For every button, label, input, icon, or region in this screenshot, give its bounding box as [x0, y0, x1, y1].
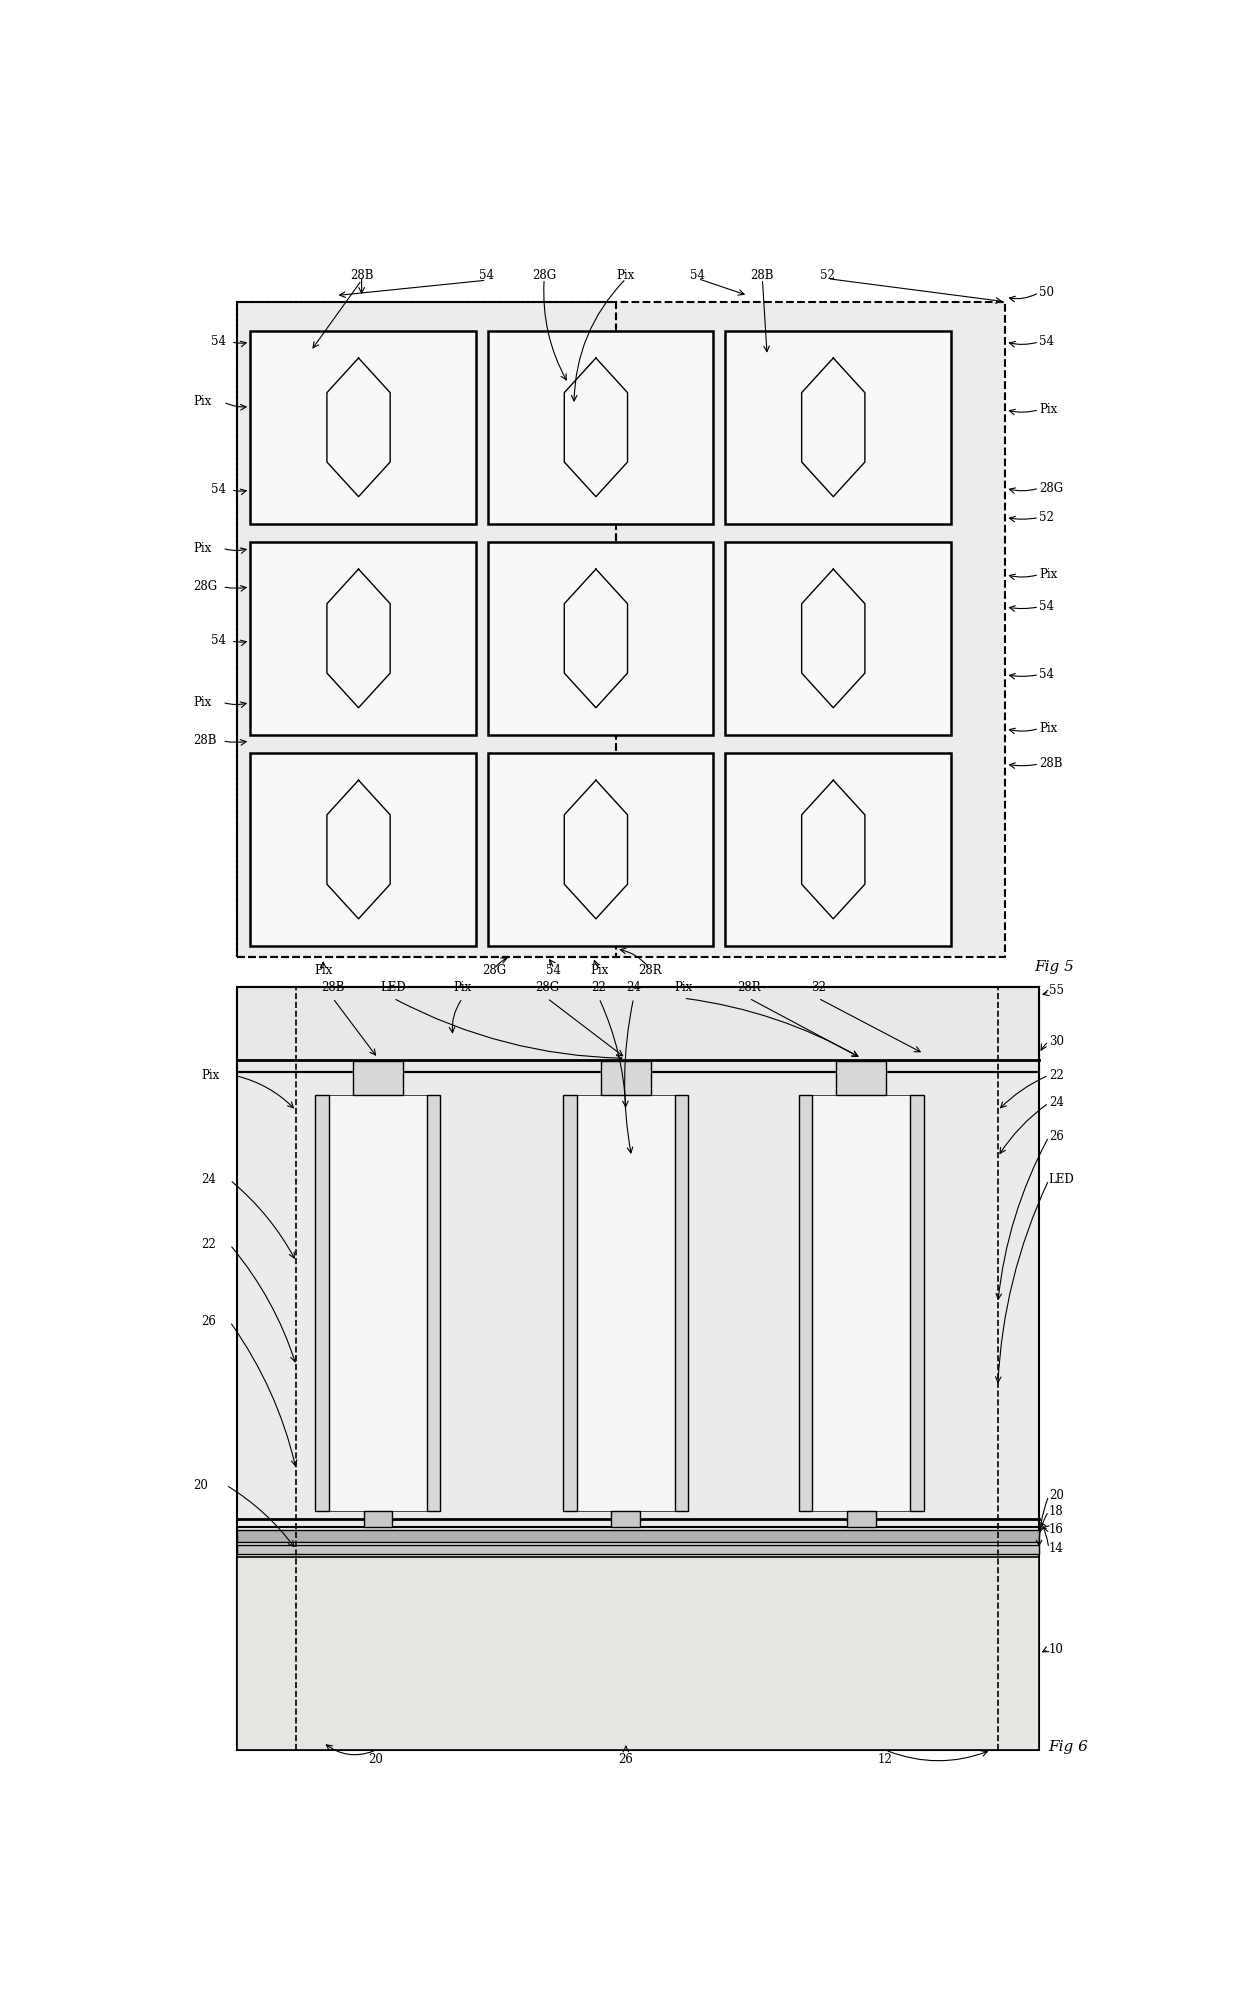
Bar — [725, 752, 951, 946]
Bar — [725, 330, 951, 524]
Text: LED: LED — [1049, 1173, 1075, 1187]
Text: 28R: 28R — [639, 964, 662, 976]
Bar — [725, 542, 951, 734]
Text: Pix: Pix — [201, 1069, 219, 1083]
Text: 54: 54 — [1039, 668, 1054, 680]
Text: 54: 54 — [211, 482, 226, 496]
Text: 55: 55 — [1049, 984, 1064, 996]
Bar — [601, 1061, 651, 1095]
Text: 10: 10 — [1049, 1643, 1064, 1657]
Text: 28G: 28G — [193, 580, 217, 592]
Text: Pix: Pix — [1039, 568, 1058, 580]
Bar — [315, 1095, 329, 1511]
Text: Pix: Pix — [616, 268, 635, 282]
Text: 50: 50 — [1039, 286, 1054, 298]
Text: 54: 54 — [1039, 336, 1054, 348]
Text: LED: LED — [381, 980, 407, 994]
Text: Pix: Pix — [193, 542, 212, 554]
Text: 24: 24 — [201, 1173, 216, 1187]
Text: 22: 22 — [1049, 1069, 1064, 1083]
Bar — [611, 1511, 640, 1527]
Bar — [563, 1095, 577, 1511]
Text: 22: 22 — [591, 980, 606, 994]
Text: 18: 18 — [1049, 1505, 1064, 1517]
Text: 54: 54 — [479, 268, 494, 282]
Text: Fig 5: Fig 5 — [1034, 960, 1074, 974]
Text: 28B: 28B — [350, 268, 373, 282]
Text: 54: 54 — [691, 268, 706, 282]
Bar — [487, 330, 713, 524]
Text: 20: 20 — [368, 1753, 383, 1765]
Text: 26: 26 — [619, 1753, 634, 1765]
Text: 30: 30 — [1049, 1035, 1064, 1049]
Bar — [799, 1095, 812, 1511]
Text: 28R: 28R — [737, 980, 760, 994]
Bar — [847, 1511, 875, 1527]
Bar — [250, 330, 476, 524]
Text: 52: 52 — [1039, 510, 1054, 524]
Text: 14: 14 — [1049, 1541, 1064, 1555]
Text: 24: 24 — [626, 980, 641, 994]
Text: 54: 54 — [211, 634, 226, 646]
Bar — [487, 542, 713, 734]
Text: 28G: 28G — [1039, 482, 1063, 494]
Text: Pix: Pix — [1039, 402, 1058, 416]
Text: Pix: Pix — [590, 964, 608, 976]
Bar — [812, 1095, 910, 1511]
Text: 16: 16 — [1049, 1523, 1064, 1537]
Bar — [675, 1095, 688, 1511]
Text: Pix: Pix — [193, 696, 212, 708]
Bar — [910, 1095, 924, 1511]
Bar — [329, 1095, 427, 1511]
Bar — [237, 302, 616, 956]
Text: 20: 20 — [193, 1479, 208, 1491]
Bar — [237, 986, 1039, 1751]
Text: 28B: 28B — [1039, 758, 1063, 770]
Text: Pix: Pix — [314, 964, 332, 976]
Text: 28B: 28B — [193, 734, 217, 746]
Bar — [577, 1095, 675, 1511]
Text: 20: 20 — [1049, 1489, 1064, 1503]
Text: 28G: 28G — [482, 964, 506, 976]
Text: Pix: Pix — [675, 980, 693, 994]
Text: 12: 12 — [878, 1753, 893, 1765]
Bar — [250, 752, 476, 946]
Text: 28G: 28G — [532, 268, 557, 282]
Text: 28B: 28B — [321, 980, 345, 994]
Text: 22: 22 — [201, 1239, 216, 1251]
Bar — [836, 1061, 887, 1095]
Text: 24: 24 — [1049, 1097, 1064, 1109]
Bar — [237, 302, 1006, 956]
Text: 54: 54 — [547, 964, 562, 976]
Text: 32: 32 — [811, 980, 826, 994]
Bar — [237, 1545, 1039, 1555]
Text: Fig 6: Fig 6 — [1049, 1741, 1089, 1755]
Text: Pix: Pix — [1039, 722, 1058, 734]
Bar — [353, 1061, 403, 1095]
Text: 54: 54 — [1039, 600, 1054, 614]
Text: 54: 54 — [211, 336, 226, 348]
Text: Pix: Pix — [193, 396, 212, 408]
Bar — [237, 986, 1039, 1073]
Bar — [363, 1511, 392, 1527]
Text: 28B: 28B — [750, 268, 774, 282]
Text: 52: 52 — [821, 268, 835, 282]
Bar — [237, 1529, 1039, 1543]
Bar — [487, 752, 713, 946]
Text: 28G: 28G — [534, 980, 559, 994]
Text: 26: 26 — [201, 1315, 216, 1329]
Text: Pix: Pix — [454, 980, 471, 994]
Bar — [237, 1557, 1039, 1751]
Bar — [250, 542, 476, 734]
Text: 26: 26 — [1049, 1131, 1064, 1143]
Bar — [427, 1095, 440, 1511]
